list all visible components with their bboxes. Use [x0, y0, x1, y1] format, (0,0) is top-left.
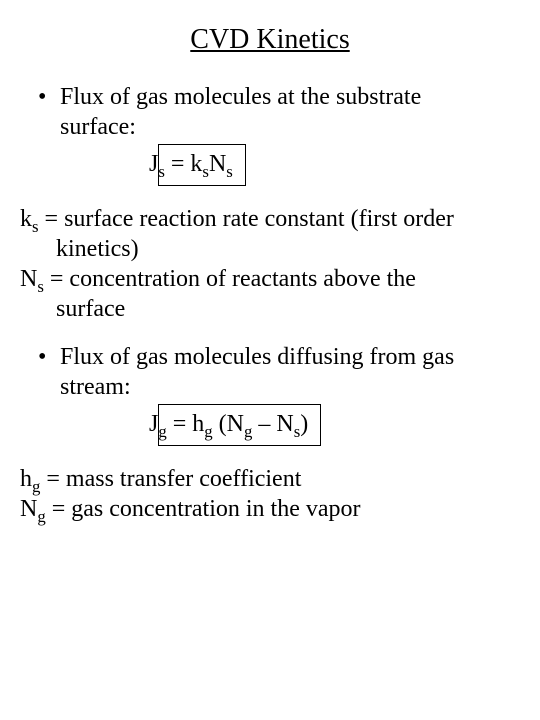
bullet-1-line-2: surface:: [60, 114, 136, 140]
eq1-N: N: [209, 151, 226, 177]
def-Ng-sym: N: [20, 496, 37, 522]
def-ks-text-2: kinetics): [28, 236, 139, 262]
eq2-close: ): [300, 411, 308, 437]
bullet-1-line-1: Flux of gas molecules at the substrate: [60, 84, 421, 110]
def-ks-sym: k: [20, 206, 32, 232]
eq1-J: J: [149, 151, 158, 177]
def-Ns-text-2: surface: [28, 296, 125, 322]
eq2-eq: =: [167, 411, 193, 437]
bullet-2-line-2: stream:: [60, 374, 131, 400]
def-hg-sym: h: [20, 466, 32, 492]
def-Ng-text: = gas concentration in the vapor: [46, 496, 361, 522]
slide-title: CVD Kinetics: [20, 24, 520, 56]
eq1-eq: =: [165, 151, 191, 177]
equation-2-box: Jg = hg (Ng – Ns): [158, 404, 321, 446]
equation-1-wrap: Js = ksNs: [180, 144, 520, 186]
def-Ns-text-1: = concentration of reactants above the: [44, 266, 416, 292]
def-ks-text-1: = surface reaction rate constant (first …: [39, 206, 454, 232]
def-hg: hg = mass transfer coefficient: [20, 464, 520, 494]
eq2-h: h: [192, 411, 204, 437]
eq2-open: (N: [213, 411, 244, 437]
def-ks: ks = surface reaction rate constant (fir…: [20, 204, 520, 264]
bullet-2-line-1: Flux of gas molecules diffusing from gas: [60, 344, 454, 370]
def-Ng: Ng = gas concentration in the vapor: [20, 494, 520, 524]
bullet-1: •Flux of gas molecules at the substrate …: [20, 82, 520, 186]
equation-2-wrap: Jg = hg (Ng – Ns): [180, 404, 520, 446]
eq2-J: J: [149, 411, 158, 437]
bullet-dot-icon: •: [38, 82, 60, 112]
definitions-1: ks = surface reaction rate constant (fir…: [20, 204, 520, 324]
def-Ns: Ns = concentration of reactants above th…: [20, 264, 520, 324]
eq1-N-sub: s: [226, 162, 233, 181]
def-Ns-sym: N: [20, 266, 37, 292]
definitions-2: hg = mass transfer coefficient Ng = gas …: [20, 464, 520, 524]
bullet-dot-icon: •: [38, 342, 60, 372]
eq2-J-sub: g: [158, 422, 166, 441]
bullet-2: •Flux of gas molecules diffusing from ga…: [20, 342, 520, 446]
eq1-k: k: [190, 151, 202, 177]
slide: CVD Kinetics •Flux of gas molecules at t…: [0, 0, 540, 720]
def-Ng-sub: g: [37, 507, 45, 526]
eq2-minus: – N: [252, 411, 293, 437]
eq2-h-sub: g: [204, 422, 212, 441]
def-hg-text: = mass transfer coefficient: [40, 466, 301, 492]
equation-1-box: Js = ksNs: [158, 144, 246, 186]
